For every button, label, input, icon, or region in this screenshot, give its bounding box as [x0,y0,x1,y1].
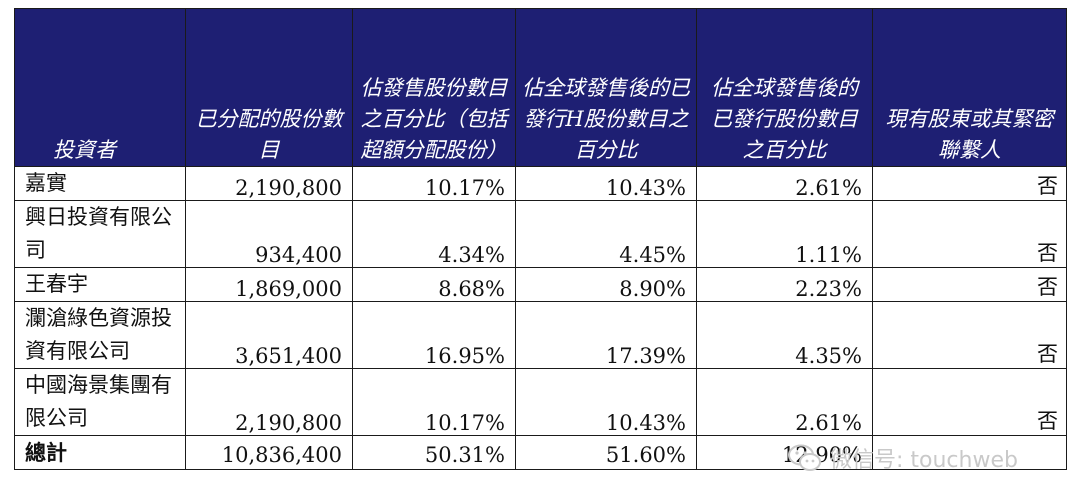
pct-offer: 10.17% [352,166,516,201]
allocated-shares: 2,190,800 [185,368,353,436]
connected-flag: 否 [872,368,1067,436]
pct-offer: 10.17% [352,368,516,436]
allocated-shares: 3,651,400 [185,301,353,369]
table-row: 嘉實 2,190,800 10.17% 10.43% 2.61% 否 [14,166,1067,201]
investor-name: 興日投資有限公司 [14,200,186,268]
total-allocated-shares: 10,836,400 [185,435,353,470]
header-allocated-shares: 已分配的股份數目 [185,8,353,167]
watermark-text: 微信号: touchweb [830,448,1018,473]
pct-total: 4.35% [696,301,873,369]
header-pct-total-shares: 佔全球發售後的已發行股份數目之百分比 [696,8,873,167]
connected-flag: 否 [872,166,1067,201]
connected-flag: 否 [872,267,1067,302]
pct-total: 1.11% [696,200,873,268]
connected-flag: 否 [872,200,1067,268]
total-connected-flag [872,435,1067,470]
total-pct-h: 51.60% [515,435,697,470]
allocated-shares: 1,869,000 [185,267,353,302]
allocated-shares: 934,400 [185,200,353,268]
pct-total: 2.61% [696,166,873,201]
pct-offer: 16.95% [352,301,516,369]
investor-name: 王春宇 [14,267,186,302]
pct-h: 4.45% [515,200,697,268]
pct-offer: 8.68% [352,267,516,302]
total-label: 總計 [14,435,186,470]
pct-total: 2.23% [696,267,873,302]
allocated-shares: 2,190,800 [185,166,353,201]
table-header: 投資者 已分配的股份數目 佔發售股份數目之百分比（包括超額分配股份） 佔全球發售… [14,8,1067,167]
header-investor: 投資者 [14,8,186,167]
pct-h: 10.43% [515,166,697,201]
pct-h: 10.43% [515,368,697,436]
table-row: 瀾滄綠色資源投資有限公司 3,651,400 16.95% 17.39% 4.3… [14,301,1067,369]
total-pct-offer: 50.31% [352,435,516,470]
total-pct-total: 12.90% [696,435,873,470]
pct-h: 8.90% [515,267,697,302]
wechat-watermark: 微信号: touchweb [786,438,1018,478]
investor-name: 嘉實 [14,166,186,201]
header-pct-h-shares: 佔全球發售後的已發行H股份數目之百分比 [515,8,697,167]
table-row: 王春宇 1,869,000 8.68% 8.90% 2.23% 否 [14,267,1067,302]
pct-offer: 4.34% [352,200,516,268]
investor-name: 中國海景集團有限公司 [14,368,186,436]
header-connected-person: 現有股東或其緊密聯繫人 [872,8,1067,167]
total-row: 總計 10,836,400 50.31% 51.60% 12.90% [14,435,1067,470]
investor-allocation-table: 投資者 已分配的股份數目 佔發售股份數目之百分比（包括超額分配股份） 佔全球發售… [14,8,1067,470]
table-row: 中國海景集團有限公司 2,190,800 10.17% 10.43% 2.61%… [14,368,1067,436]
wechat-icon [788,444,821,471]
connected-flag: 否 [872,301,1067,369]
header-pct-offer-shares: 佔發售股份數目之百分比（包括超額分配股份） [352,8,516,167]
investor-name: 瀾滄綠色資源投資有限公司 [14,301,186,369]
table-row: 興日投資有限公司 934,400 4.34% 4.45% 1.11% 否 [14,200,1067,268]
table-body: 嘉實 2,190,800 10.17% 10.43% 2.61% 否 興日投資有… [14,166,1067,470]
pct-total: 2.61% [696,368,873,436]
pct-h: 17.39% [515,301,697,369]
